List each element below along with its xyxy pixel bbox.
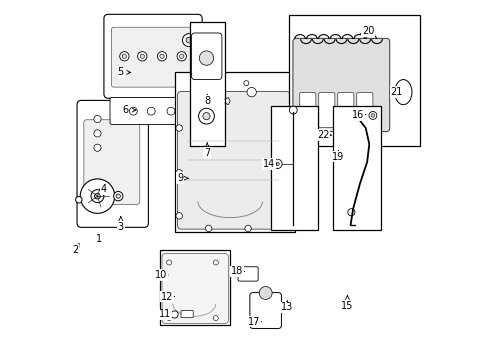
Circle shape [166,316,171,320]
Circle shape [345,129,351,134]
FancyBboxPatch shape [181,311,193,318]
Circle shape [285,170,292,176]
Text: 13: 13 [281,301,293,312]
Text: 1: 1 [96,233,102,244]
Text: 2: 2 [72,244,79,255]
FancyBboxPatch shape [190,22,224,146]
FancyBboxPatch shape [238,267,258,281]
Circle shape [354,131,360,136]
FancyBboxPatch shape [249,293,281,328]
Text: 7: 7 [203,143,210,158]
Circle shape [213,316,218,320]
Circle shape [370,114,374,117]
Text: 14: 14 [262,159,276,169]
Circle shape [94,193,100,199]
Circle shape [285,213,292,219]
FancyBboxPatch shape [332,107,381,230]
Circle shape [76,197,82,203]
Circle shape [157,51,166,61]
FancyBboxPatch shape [270,107,317,230]
Circle shape [289,106,297,114]
Circle shape [182,34,195,46]
Circle shape [246,87,256,97]
FancyBboxPatch shape [318,93,334,128]
Circle shape [179,54,183,58]
Text: 21: 21 [389,87,402,97]
Text: 6: 6 [122,105,136,115]
Circle shape [91,190,104,203]
Circle shape [368,112,376,120]
Text: 5: 5 [118,67,130,77]
Circle shape [80,179,115,213]
FancyBboxPatch shape [110,98,198,125]
Circle shape [176,170,182,176]
Circle shape [140,54,144,58]
Circle shape [347,209,354,216]
FancyBboxPatch shape [177,91,289,229]
Circle shape [120,51,129,61]
Circle shape [171,311,178,318]
Text: 16: 16 [352,110,365,120]
FancyBboxPatch shape [292,39,389,132]
Text: 17: 17 [247,317,261,327]
Text: 22: 22 [317,130,331,140]
Circle shape [244,225,251,231]
FancyBboxPatch shape [111,27,192,87]
Circle shape [176,213,182,219]
Text: 4: 4 [101,184,106,195]
Circle shape [94,116,101,123]
Circle shape [259,287,271,300]
Circle shape [166,260,171,265]
Circle shape [213,260,218,265]
Text: 12: 12 [161,292,174,302]
Text: 8: 8 [203,95,210,106]
Circle shape [244,81,248,86]
Circle shape [272,159,282,168]
FancyBboxPatch shape [162,253,228,323]
FancyBboxPatch shape [289,15,419,146]
Circle shape [185,37,191,43]
Circle shape [205,225,211,231]
Circle shape [275,162,279,166]
FancyBboxPatch shape [337,93,353,128]
Text: 19: 19 [332,151,344,162]
FancyBboxPatch shape [356,93,372,128]
Circle shape [116,194,120,198]
Circle shape [129,107,137,115]
Circle shape [94,130,101,137]
Text: 11: 11 [159,310,171,319]
Ellipse shape [394,80,411,105]
Circle shape [177,51,186,61]
Text: 9: 9 [177,173,188,183]
Text: 15: 15 [341,296,353,311]
Circle shape [137,51,147,61]
Circle shape [203,113,210,120]
Text: 18: 18 [231,266,244,276]
Circle shape [199,51,213,65]
Text: 3: 3 [118,216,123,231]
Circle shape [147,107,155,115]
FancyBboxPatch shape [174,72,294,232]
Text: 10: 10 [155,270,167,280]
Circle shape [167,107,175,115]
Circle shape [122,54,126,58]
Circle shape [285,125,292,131]
FancyBboxPatch shape [191,33,222,80]
Circle shape [176,125,182,131]
FancyBboxPatch shape [104,14,202,98]
FancyBboxPatch shape [77,100,148,227]
Circle shape [183,107,191,115]
Circle shape [160,54,164,58]
FancyBboxPatch shape [299,93,315,128]
FancyBboxPatch shape [83,120,140,204]
Circle shape [94,144,101,151]
Circle shape [214,87,224,97]
Circle shape [198,108,214,124]
Circle shape [113,192,122,201]
Circle shape [213,81,218,86]
FancyBboxPatch shape [160,250,230,325]
Text: 20: 20 [360,26,374,36]
